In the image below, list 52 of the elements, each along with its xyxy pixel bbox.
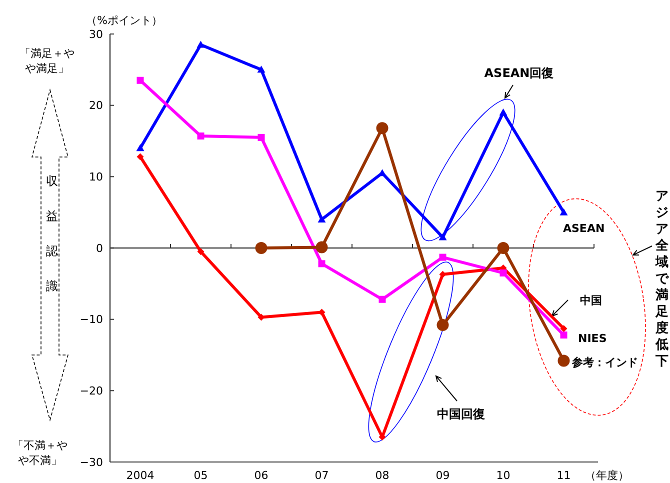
x-tick-label: 2004: [126, 469, 154, 482]
x-tick-label: 10: [496, 469, 510, 482]
x-axis-title: （年度）: [585, 469, 629, 482]
point: [560, 208, 568, 216]
x-tick-label: 09: [436, 469, 450, 482]
text: 「不満＋やや不満」: [12, 439, 68, 467]
point: [378, 296, 386, 303]
x-tick-label: 11: [556, 469, 571, 482]
point: [257, 66, 266, 73]
text: アジア全域で満足度低下: [656, 189, 668, 369]
text: 収益認識: [46, 174, 58, 293]
x-tick-label: 06: [254, 469, 268, 482]
point: [197, 132, 204, 140]
point: [136, 153, 144, 160]
point: [196, 40, 205, 48]
annotation: ASEAN回復: [484, 66, 554, 80]
y-tick-label: −20: [80, 384, 103, 398]
point: [316, 241, 328, 254]
annotation: 中国回復: [437, 407, 485, 421]
x-tick-label: 07: [314, 469, 329, 482]
point: [500, 269, 507, 276]
point: [499, 108, 508, 116]
y-tick-label: −10: [80, 313, 103, 326]
text: 中国: [580, 294, 602, 307]
point: [436, 319, 449, 332]
point: [438, 233, 447, 240]
y-tick-label: 30: [89, 28, 103, 41]
series-label: ASEAN: [563, 222, 605, 235]
point: [439, 270, 446, 278]
series-label: 参考：インド: [571, 356, 638, 369]
point: [197, 248, 204, 256]
point: [136, 76, 144, 84]
point: [560, 325, 568, 332]
y-tick-label: 20: [89, 99, 103, 112]
point: [497, 242, 510, 254]
x-tick-label: 08: [375, 469, 390, 482]
y-tick-label: 10: [89, 170, 103, 184]
x-tick-label: 05: [194, 469, 208, 482]
point: [560, 332, 568, 339]
point: [318, 260, 326, 268]
point: [318, 215, 326, 222]
y-tick-label: 0: [96, 242, 103, 255]
point: [258, 134, 265, 141]
point: [255, 242, 268, 254]
point: [558, 354, 570, 367]
series-label: NIES: [578, 332, 607, 345]
y-axis-title: （%ポイント）: [86, 14, 162, 27]
y-tick-label: −30: [80, 456, 103, 469]
point: [439, 254, 446, 261]
point: [136, 144, 144, 152]
text: 「満足＋やや満足」: [20, 47, 74, 75]
point: [376, 122, 388, 134]
